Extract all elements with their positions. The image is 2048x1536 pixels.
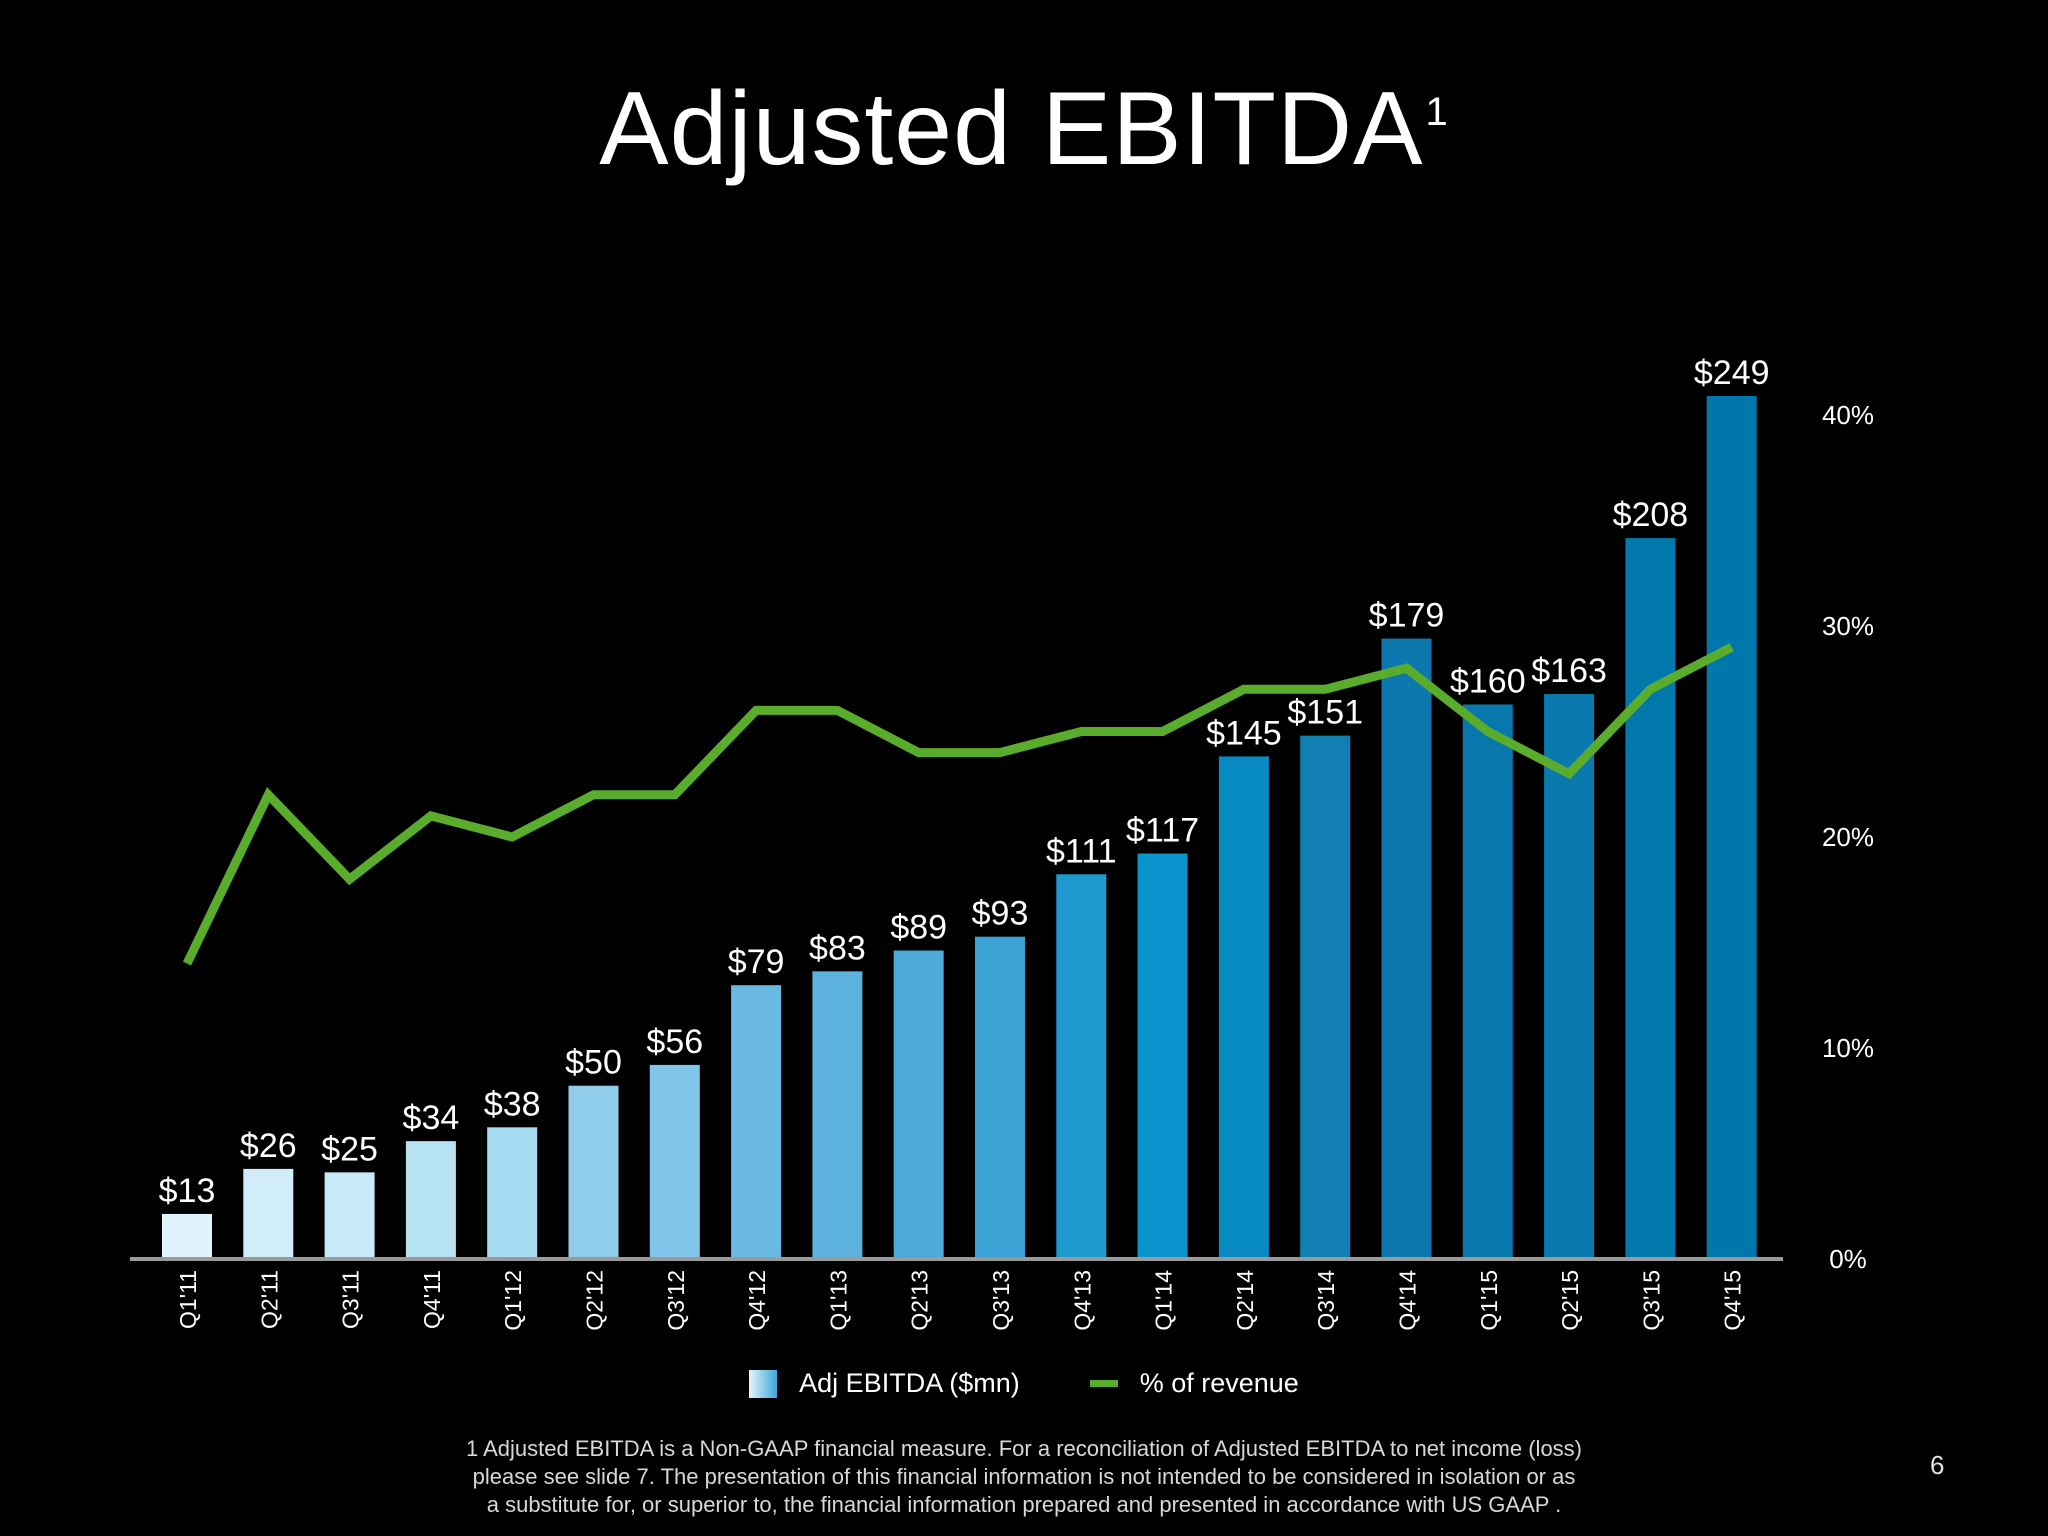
bar	[731, 985, 782, 1259]
bar	[1137, 853, 1188, 1259]
x-tick-label: Q3'12	[663, 1270, 689, 1331]
x-tick-label: Q3'15	[1638, 1270, 1664, 1331]
right-axis-tick-label: 10%	[1822, 1033, 1874, 1063]
bar	[649, 1064, 700, 1259]
x-tick-label: Q4'15	[1720, 1270, 1746, 1331]
footnote-line: please see slide 7. The presentation of …	[472, 1464, 1576, 1489]
data-label: $151	[1287, 694, 1363, 732]
legend-line-swatch	[1089, 1380, 1118, 1387]
x-tick-label: Q1'14	[1151, 1270, 1177, 1331]
bar	[1381, 638, 1432, 1259]
right-axis-tick-label: 40%	[1822, 400, 1874, 430]
data-label: $117	[1126, 811, 1199, 849]
x-tick-label: Q4'13	[1069, 1270, 1095, 1331]
data-label: $34	[403, 1099, 460, 1137]
ebitda-chart: $13 $26 $25 $34 $38 $50 $56 $79 $83 $89 $93 $111$11…	[130, 354, 1874, 1331]
chart-legend: Adj EBITDA ($mn) % of revenue	[0, 1368, 2048, 1399]
bar	[487, 1127, 538, 1259]
bar	[1300, 735, 1351, 1259]
data-label: $179	[1369, 597, 1445, 635]
data-label: $79	[728, 943, 785, 981]
data-label: $160	[1450, 662, 1526, 700]
x-tick-label: Q4'14	[1395, 1270, 1421, 1331]
x-tick-label: Q2'13	[907, 1270, 933, 1331]
footnote-line: 1 Adjusted EBITDA is a Non-GAAP financia…	[465, 1436, 1583, 1461]
bar	[1218, 756, 1269, 1259]
data-label: $89	[890, 909, 947, 947]
x-tick-label: Q3'14	[1313, 1270, 1339, 1331]
data-label: $26	[240, 1127, 297, 1165]
bar	[243, 1168, 294, 1259]
x-tick-label: Q2'15	[1557, 1270, 1583, 1331]
bar	[405, 1141, 456, 1259]
data-label: $38	[484, 1085, 541, 1123]
legend-item-line: % of revenue	[1089, 1368, 1299, 1399]
right-axis-tick-label: 20%	[1822, 822, 1874, 852]
data-label: $13	[159, 1172, 216, 1210]
x-tick-label: Q2'14	[1232, 1270, 1258, 1331]
right-axis-tick-label: 0%	[1829, 1244, 1867, 1274]
data-label: $93	[972, 895, 1029, 933]
x-tick-label: Q1'13	[825, 1270, 851, 1331]
legend-bar-swatch	[749, 1369, 778, 1398]
legend-bar-label: Adj EBITDA ($mn)	[799, 1368, 1020, 1398]
bar	[1462, 704, 1513, 1259]
data-label: $50	[565, 1044, 622, 1082]
x-tick-label: Q4'12	[744, 1270, 770, 1331]
bar	[1706, 396, 1757, 1259]
title-text: Adjusted EBITDA	[599, 71, 1424, 187]
footnote-line: a substitute for, or superior to, the fi…	[486, 1492, 1562, 1517]
title-footnote-marker: 1	[1425, 90, 1449, 134]
bar	[1544, 694, 1595, 1259]
x-tick-label: Q2'11	[256, 1270, 282, 1329]
footnote: 1 Adjusted EBITDA is a Non-GAAP financia…	[0, 1435, 2048, 1519]
bar	[162, 1213, 212, 1259]
bar	[975, 936, 1025, 1259]
legend-item-bar: Adj EBITDA ($mn)	[749, 1368, 1020, 1399]
data-label: $25	[321, 1130, 378, 1168]
legend-line-label: % of revenue	[1139, 1368, 1299, 1398]
data-label: $111	[1046, 832, 1117, 870]
x-tick-label: Q1'11	[175, 1270, 201, 1329]
data-label: $249	[1694, 354, 1770, 392]
bar	[568, 1085, 619, 1259]
page-title: Adjusted EBITDA1	[0, 72, 2048, 186]
data-label: $83	[809, 929, 866, 967]
bar	[324, 1172, 375, 1259]
x-tick-label: Q1'15	[1476, 1270, 1502, 1331]
revenue-pct-line	[182, 643, 1734, 966]
data-label: $208	[1613, 496, 1689, 534]
x-tick-label: Q3'13	[988, 1270, 1014, 1331]
bar	[812, 971, 863, 1259]
x-tick-label: Q3'11	[338, 1270, 364, 1329]
data-label: $163	[1531, 652, 1607, 690]
data-label: $56	[646, 1023, 703, 1061]
right-axis-tick-label: 30%	[1822, 611, 1874, 641]
x-tick-label: Q4'11	[419, 1270, 445, 1329]
data-label: $145	[1206, 714, 1282, 752]
bar	[893, 950, 944, 1259]
x-tick-label: Q1'12	[500, 1270, 526, 1331]
page-number: 6	[1930, 1450, 1945, 1480]
bar	[1625, 538, 1676, 1259]
bar	[1056, 874, 1107, 1259]
x-tick-label: Q2'12	[582, 1270, 608, 1331]
